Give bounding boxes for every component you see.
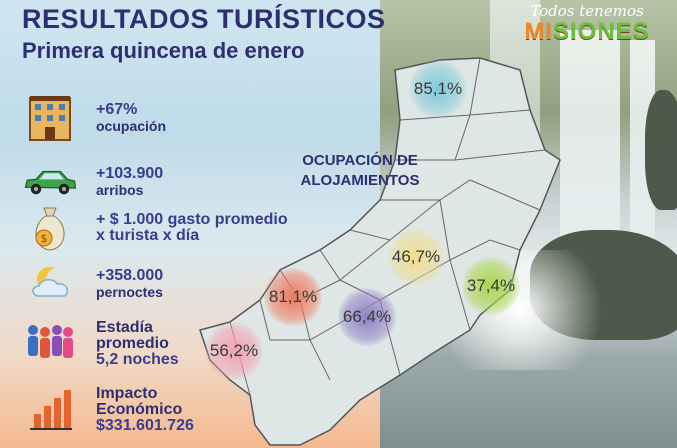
stat-value: Impacto <box>96 385 158 402</box>
building-icon <box>22 96 78 141</box>
stat-arrivals: +103.900 arribos <box>22 160 163 204</box>
bar-chart-icon <box>22 388 78 432</box>
zone-bubble-south: 56,2% <box>205 322 263 380</box>
stat-value: Estadía <box>96 319 153 336</box>
stat-extra: $331.601.726 <box>96 417 194 434</box>
zone-bubble-west: 81,1% <box>264 268 322 326</box>
page-title: RESULTADOS TURÍSTICOS <box>22 4 386 34</box>
stat-label: promedio <box>96 335 169 352</box>
stat-label: x turista x día <box>96 227 200 244</box>
stat-overnight: +358.000 pernoctes <box>22 262 163 306</box>
stat-extra: 5,2 noches <box>96 351 179 368</box>
zone-bubble-center: 46,7% <box>387 228 445 286</box>
stat-impact: Impacto Económico $331.601.726 <box>22 386 194 434</box>
department-borders <box>229 57 546 396</box>
zone-bubble-east: 37,4% <box>462 257 520 315</box>
stat-label: arribos <box>96 182 144 198</box>
stat-stay: Estadía promedio 5,2 noches <box>22 320 179 368</box>
stat-spending: $ + $ 1.000 gasto promedio x turista x d… <box>22 206 288 251</box>
stat-label: ocupación <box>96 118 167 134</box>
rock <box>645 90 677 210</box>
stat-label: Económico <box>96 401 183 418</box>
people-icon <box>22 322 78 366</box>
zone-bubble-south-center: 66,4% <box>338 288 396 346</box>
logo-wordmark: MISIONES <box>524 18 650 45</box>
money-bag-icon: $ <box>22 206 78 251</box>
moon-cloud-icon <box>22 262 78 306</box>
logo: Todos tenemos MISIONES <box>507 0 667 70</box>
stat-value: +103.900 <box>96 165 164 182</box>
page-subtitle: Primera quincena de enero <box>22 38 305 63</box>
stat-occupancy: +67% ocupación <box>22 96 167 141</box>
stat-value: + $ 1.000 gasto promedio <box>96 211 288 228</box>
stat-value: +358.000 <box>96 267 164 284</box>
svg-text:$: $ <box>41 232 48 245</box>
zone-bubble-north: 85,1% <box>409 60 467 118</box>
map-title: OCUPACIÓN DE ALOJAMIENTOS <box>300 152 420 189</box>
stat-label: pernoctes <box>96 284 163 300</box>
province-outline <box>199 57 561 446</box>
car-icon <box>22 160 78 204</box>
stat-value: +67% <box>96 101 138 118</box>
logo-tagline: Todos tenemos <box>530 2 644 20</box>
